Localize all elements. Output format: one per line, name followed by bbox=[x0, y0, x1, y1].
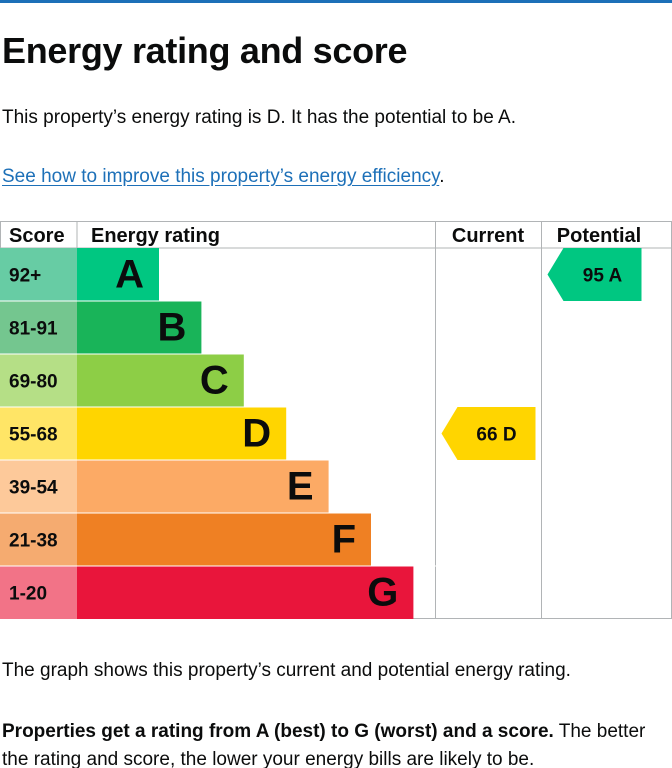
band-row-a: 92+ A bbox=[0, 248, 159, 301]
header-current: Current bbox=[452, 225, 525, 247]
band-letter-f: F bbox=[332, 518, 356, 562]
band-score-cell-g bbox=[0, 566, 77, 619]
band-score-range-g: 1-20 bbox=[9, 584, 47, 605]
rating-bands: 92+ A 81-91 B 69-80 C 55-68 D 39-54 E 21-38 F 1-20 G bbox=[0, 248, 456, 619]
band-score-cell-d bbox=[0, 407, 77, 460]
link-suffix: . bbox=[439, 166, 445, 187]
band-row-g: 1-20 G bbox=[0, 565, 456, 619]
current-rating-marker-label: 66 D bbox=[476, 425, 516, 446]
improve-link-paragraph: See how to improve this property’s energ… bbox=[2, 166, 445, 188]
band-score-cell-a bbox=[0, 248, 77, 301]
band-row-f: 21-38 F bbox=[0, 512, 414, 566]
rating-explanation-rest: The better the rating and score, the low… bbox=[2, 721, 646, 768]
band-row-b: 81-91 B bbox=[0, 300, 244, 354]
band-letter-d: D bbox=[242, 412, 271, 456]
band-letter-c: C bbox=[200, 359, 229, 403]
band-letter-g: G bbox=[367, 571, 398, 615]
band-score-cell-c bbox=[0, 354, 77, 407]
band-score-range-f: 21-38 bbox=[9, 531, 58, 552]
graph-caption: The graph shows this property’s current … bbox=[2, 660, 571, 681]
band-score-cell-e bbox=[0, 460, 77, 513]
header-score: Score bbox=[9, 225, 65, 247]
band-bar-a bbox=[77, 248, 159, 301]
band-row-e: 39-54 E bbox=[0, 459, 371, 513]
band-letter-a: A bbox=[115, 253, 144, 297]
band-bar-g bbox=[77, 566, 414, 619]
top-rule bbox=[0, 0, 672, 3]
improve-efficiency-link[interactable]: See how to improve this property’s energ… bbox=[2, 166, 440, 187]
band-bar-d bbox=[77, 407, 287, 460]
current-rating-marker-arrow bbox=[441, 407, 536, 460]
rating-summary: This property’s energy rating is D. It h… bbox=[2, 107, 516, 128]
band-score-range-d: 55-68 bbox=[9, 425, 58, 446]
band-bar-c bbox=[77, 354, 244, 407]
band-bar-b bbox=[77, 301, 202, 354]
band-row-d: 55-68 D bbox=[0, 406, 329, 460]
band-score-range-b: 81-91 bbox=[9, 319, 58, 340]
band-letter-e: E bbox=[287, 465, 314, 509]
current-rating-marker: 66 D bbox=[441, 407, 536, 460]
band-score-cell-b bbox=[0, 301, 77, 354]
rating-explanation-bold: Properties get a rating from A (best) to… bbox=[2, 721, 554, 742]
header-potential: Potential bbox=[557, 225, 641, 247]
rating-explanation: Properties get a rating from A (best) to… bbox=[2, 718, 670, 768]
band-score-range-e: 39-54 bbox=[9, 478, 58, 499]
rating-markers: 66 D 95 A bbox=[441, 248, 642, 460]
band-score-range-a: 92+ bbox=[9, 266, 41, 287]
band-bar-e bbox=[77, 460, 329, 513]
band-score-range-c: 69-80 bbox=[9, 372, 58, 393]
potential-rating-marker: 95 A bbox=[547, 248, 642, 301]
band-letter-b: B bbox=[158, 306, 187, 350]
energy-rating-chart: Score Energy rating Current Potential 92… bbox=[0, 221, 672, 619]
band-score-cell-f bbox=[0, 513, 77, 566]
header-energy-rating: Energy rating bbox=[91, 225, 220, 247]
band-row-c: 69-80 C bbox=[0, 353, 287, 407]
page-title: Energy rating and score bbox=[2, 30, 408, 71]
band-bar-f bbox=[77, 513, 371, 566]
potential-rating-marker-label: 95 A bbox=[583, 266, 623, 287]
potential-rating-marker-arrow bbox=[547, 248, 642, 301]
